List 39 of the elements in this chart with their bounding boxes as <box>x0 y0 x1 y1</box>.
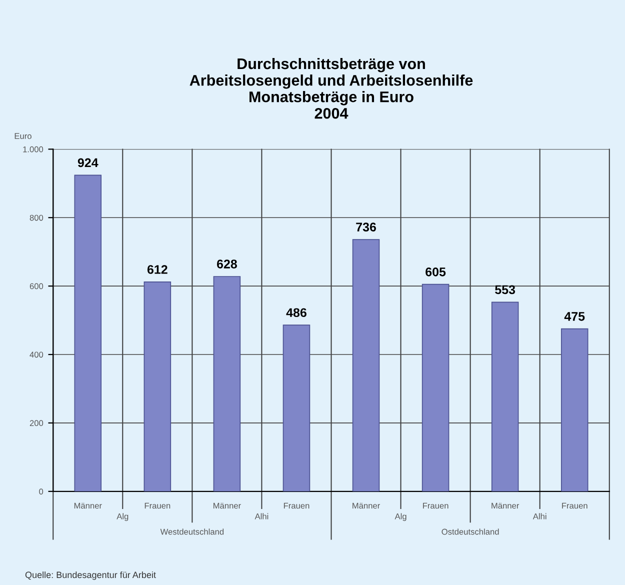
y-tick-label: 600 <box>30 283 44 290</box>
text: Alg <box>116 513 128 521</box>
data-label: 475 <box>564 312 585 321</box>
chart-title: Durchschnittsbeträge von Arbeitslosengeld und Arbeitslosenhilfe Monatsbeträge in Euro 2004 <box>190 58 473 119</box>
data-label: 736 <box>356 222 376 232</box>
data-label: 612 <box>147 265 168 274</box>
data-label: 924 <box>78 158 98 168</box>
x-tick-label: Männer <box>74 502 102 509</box>
y-tick-label: 200 <box>30 420 44 426</box>
data-label: 553 <box>495 285 516 294</box>
text: Alhi <box>254 513 268 520</box>
source-note: Quelle: Bundesagentur für Arbeit <box>25 571 156 580</box>
x-tick-label: Frauen <box>562 502 588 509</box>
bar <box>74 174 102 492</box>
y-tick-label: 1.000 <box>23 146 44 152</box>
y-tick-label: 0 <box>39 488 44 494</box>
x-tick-label: Männer <box>214 502 241 509</box>
x-tick-label: Männer <box>492 502 520 509</box>
data-label: 628 <box>216 260 237 268</box>
bar <box>560 328 588 492</box>
y-axis-title: Euro <box>14 133 32 139</box>
data-label: 605 <box>426 267 446 276</box>
text: Westdeutschland <box>160 528 224 535</box>
text: Ostdeutschland <box>442 528 499 535</box>
x-tick-label: Frauen <box>423 502 448 509</box>
bar <box>491 302 519 492</box>
text: Alhi <box>532 513 546 520</box>
bar <box>282 324 310 492</box>
y-tick-label: 800 <box>30 214 44 221</box>
bar <box>352 239 380 492</box>
x-tick-label: Frauen <box>284 502 310 509</box>
x-tick-label: Frauen <box>144 502 170 509</box>
bar <box>144 282 172 492</box>
y-tick-label: 400 <box>30 352 44 358</box>
bar <box>213 276 241 492</box>
bar <box>422 284 450 492</box>
text: Alg <box>394 513 406 521</box>
data-label: 486 <box>286 308 306 318</box>
x-tick-label: Männer <box>352 502 380 509</box>
